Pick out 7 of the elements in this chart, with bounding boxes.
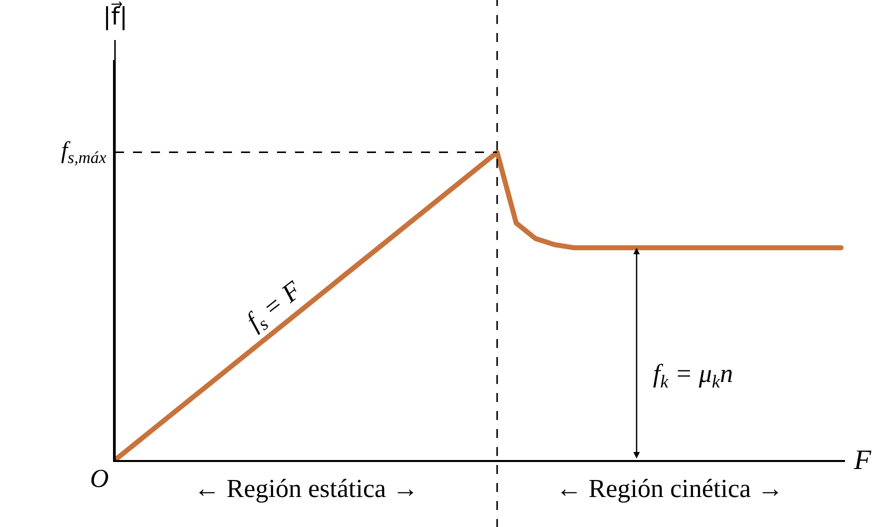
text: ← Región estática → (194, 474, 419, 503)
text: |f⃗| (103, 1, 128, 30)
text: ← Región cinética → (556, 474, 784, 503)
text: O (90, 464, 109, 493)
annotation: f$_{k}$ = μ$_{k}$n (653, 359, 733, 392)
ref-line-label: f$_{s,máx}$ (61, 138, 107, 168)
x-axis-title: F (853, 445, 872, 476)
